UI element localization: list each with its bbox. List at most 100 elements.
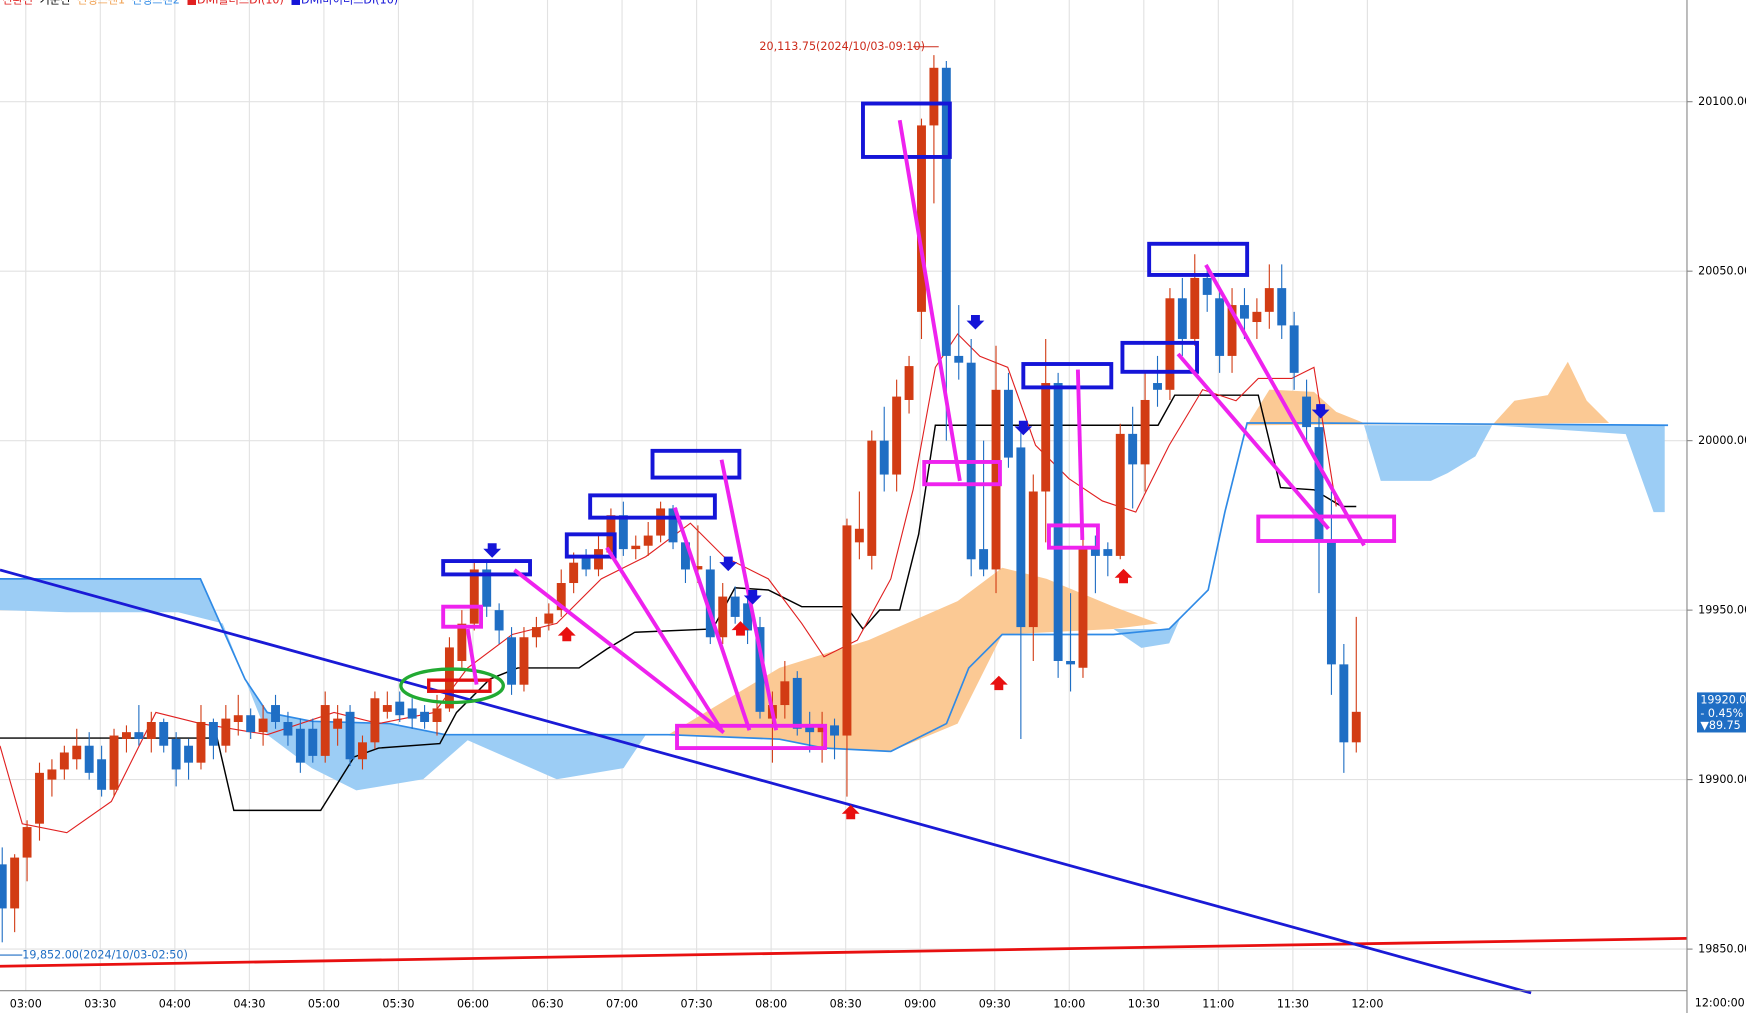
candle-body <box>97 759 107 790</box>
candle-body <box>1140 399 1150 465</box>
candle-body <box>35 772 44 824</box>
candle-body <box>457 623 467 661</box>
candle-body <box>618 515 628 550</box>
candle-body <box>1326 542 1336 665</box>
x-tick-label: 06:00 <box>457 997 489 1010</box>
candle-body <box>854 528 864 543</box>
x-tick-label: 04:30 <box>233 997 265 1010</box>
candle-body <box>1351 711 1361 743</box>
candle-body <box>531 627 541 638</box>
candle-body <box>1066 660 1076 665</box>
high-annotation: 20,113.75(2024/10/03-09:10) <box>759 40 925 53</box>
candle-body <box>780 681 790 706</box>
legend: 전환선 기준선 선행스팬1 선행스팬2 ■DMI플러스DI(10) ■DMI마이너스DI(… <box>2 0 398 6</box>
candle-body <box>345 711 355 760</box>
candle-body <box>1016 447 1026 628</box>
candle-body <box>718 596 728 638</box>
candle-body <box>1227 305 1237 356</box>
candle-body <box>643 535 653 546</box>
candle-body <box>755 627 765 712</box>
candle-body <box>544 613 554 624</box>
x-tick-label: 10:30 <box>1128 997 1160 1010</box>
candle-body <box>693 566 703 570</box>
legend-item: ■DMI플러스DI(10) <box>186 0 283 6</box>
candle-body <box>1128 433 1138 465</box>
candle-body <box>271 705 280 722</box>
candle-body <box>1289 325 1299 373</box>
price-tag-price: 19920.00 <box>1700 694 1746 707</box>
y-tick-label: 19900.00 <box>1698 773 1746 786</box>
candle-body <box>817 725 827 733</box>
candle-body <box>1153 383 1162 390</box>
candle-body <box>979 549 989 570</box>
span-line <box>0 422 1669 753</box>
time-label: 12:00:00 <box>1695 996 1745 1009</box>
candle-body <box>0 864 7 909</box>
legend-item: 전환선 <box>2 0 33 6</box>
candle-body <box>308 728 318 756</box>
candle-body <box>954 355 964 363</box>
candle-body <box>867 440 877 556</box>
x-tick-label: 09:00 <box>904 997 936 1010</box>
candle-body <box>1177 298 1187 339</box>
x-tick-label: 10:00 <box>1053 997 1085 1010</box>
candle-body <box>494 610 504 631</box>
candle-body <box>507 637 516 685</box>
candle-body <box>295 728 305 763</box>
candle-body <box>730 596 740 617</box>
low-annotation: 19,852.00(2024/10/03-02:50) <box>22 948 188 961</box>
candle-body <box>668 508 678 543</box>
candle-body <box>395 701 405 716</box>
candle-body <box>941 67 951 356</box>
candle-body <box>904 366 914 400</box>
support-line <box>0 937 1688 968</box>
x-tick-label: 07:00 <box>606 997 638 1010</box>
candle-body <box>1277 288 1287 326</box>
candle-body <box>1115 433 1125 556</box>
candle-body <box>805 725 815 733</box>
candle-body <box>1314 427 1324 543</box>
candle-body <box>705 569 715 638</box>
candle-body <box>1215 298 1225 356</box>
candle-body <box>159 721 169 746</box>
candle-body <box>1190 277 1200 339</box>
candle-body <box>233 715 243 722</box>
candle-body <box>208 721 218 746</box>
candle-body <box>47 769 57 780</box>
conversion-line <box>0 333 1337 834</box>
x-tick-label: 07:30 <box>681 997 713 1010</box>
legend-item: 기준선 <box>40 0 71 6</box>
candle-body <box>1053 383 1063 661</box>
candle-body <box>109 735 119 790</box>
candle-body <box>221 718 231 746</box>
candle-body <box>333 718 343 729</box>
candle-body <box>72 745 82 760</box>
candle-body <box>556 583 566 611</box>
candle-body <box>320 705 330 756</box>
candle-body <box>1339 664 1349 743</box>
candle-body <box>146 721 156 739</box>
candle-body <box>1078 549 1088 668</box>
candle-body <box>258 718 268 733</box>
candle-body <box>1252 311 1262 323</box>
price-tag-diff: ▼89.75 <box>1700 719 1740 732</box>
base-line <box>0 394 1357 812</box>
candle-body <box>656 508 666 536</box>
candle-body <box>1103 549 1113 556</box>
candle-body <box>370 698 380 743</box>
y-tick-label: 20050.00 <box>1698 265 1746 278</box>
price-tag <box>1697 692 1746 733</box>
candle-body <box>892 396 902 475</box>
x-tick-label: 03:30 <box>84 997 116 1010</box>
cloud-bull <box>0 578 646 791</box>
candle-body <box>407 708 417 719</box>
candle-body <box>581 555 591 570</box>
candle-body <box>10 857 20 909</box>
candle-body <box>444 647 454 709</box>
candle-body <box>1240 305 1249 319</box>
candle-body <box>1028 491 1038 628</box>
candle-body <box>184 745 194 763</box>
candle-body <box>879 440 889 475</box>
x-tick-label: 09:30 <box>979 997 1011 1010</box>
